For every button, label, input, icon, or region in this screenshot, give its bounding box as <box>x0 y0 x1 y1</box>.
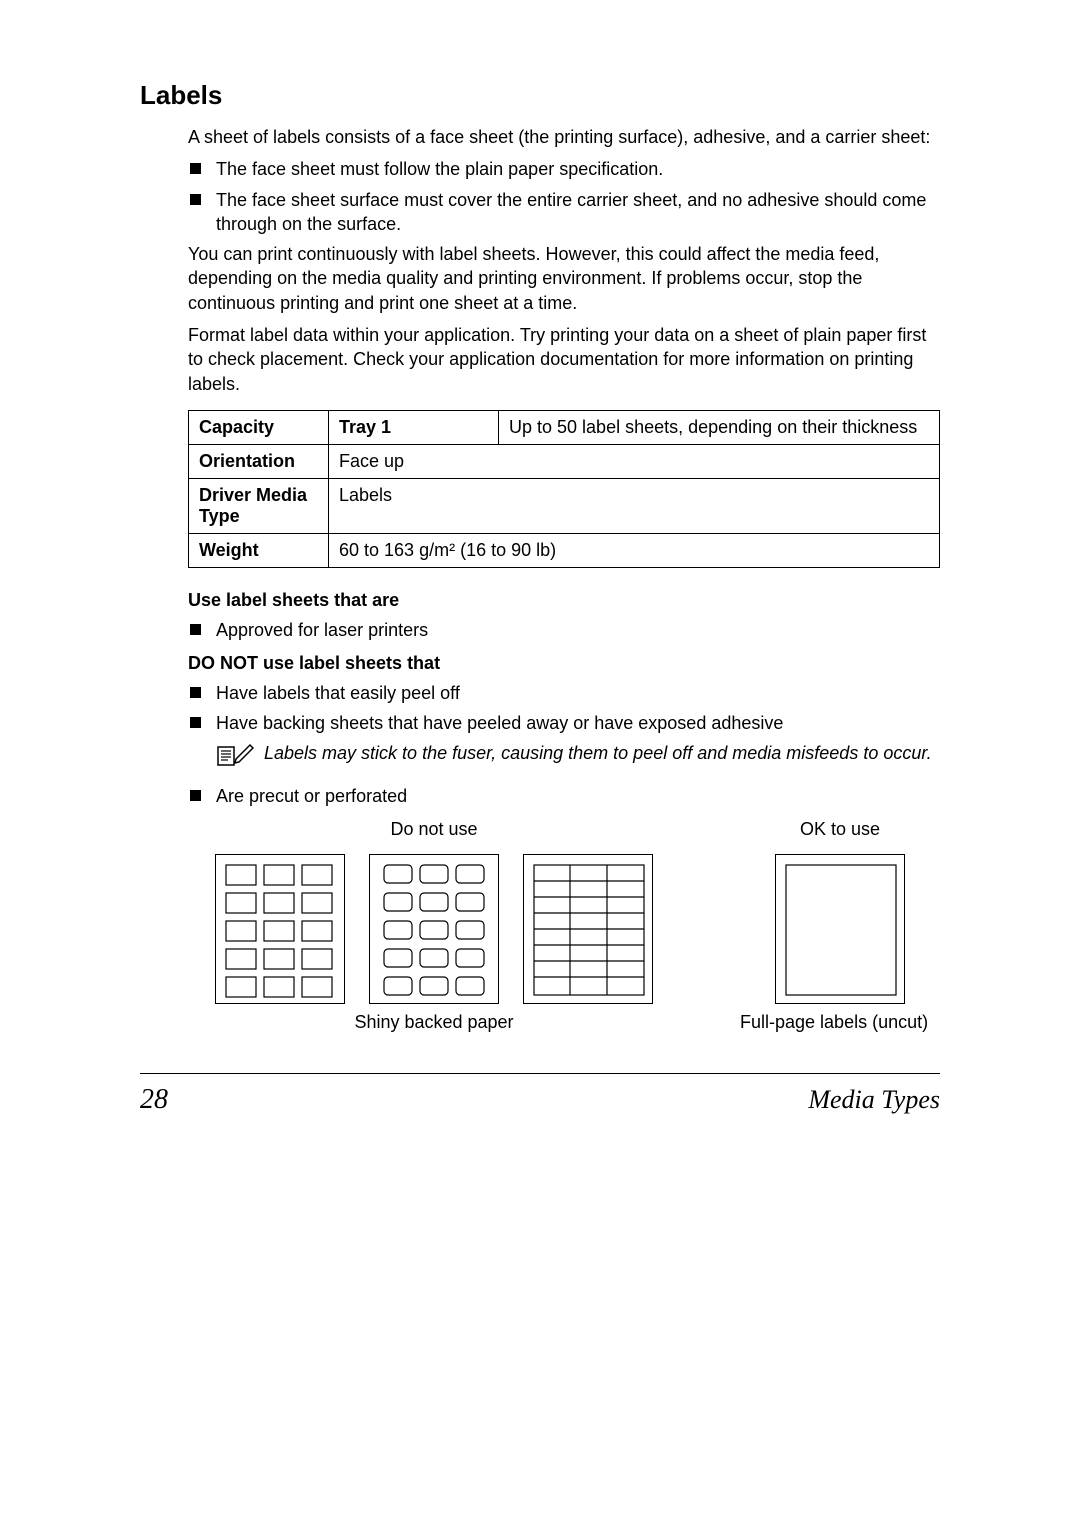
diagram-tight-grid <box>523 854 653 1004</box>
note-icon <box>216 743 254 774</box>
body-content: A sheet of labels consists of a face she… <box>188 125 940 1033</box>
table-row: Driver Media Type Labels <box>189 478 940 533</box>
diagram-area: Do not use <box>188 819 940 1033</box>
donotuse-diagrams <box>188 854 680 1004</box>
fullpage-label: Full-page labels (uncut) <box>740 1012 940 1033</box>
spec-table: Capacity Tray 1 Up to 50 label sheets, d… <box>188 410 940 568</box>
ok-group: OK to use Full-page labels (uncut) <box>740 819 940 1033</box>
list-item: Approved for laser printers <box>188 618 940 642</box>
intro-bullet-list: The face sheet must follow the plain pap… <box>188 157 940 236</box>
paragraph: You can print continuously with label sh… <box>188 242 940 315</box>
table-row: Orientation Face up <box>189 444 940 478</box>
cell-driver-label: Driver Media Type <box>189 478 329 533</box>
footer-section: Media Types <box>808 1085 940 1115</box>
cell-orientation-value: Face up <box>329 444 940 478</box>
paragraph: Format label data within your applicatio… <box>188 323 940 396</box>
donotuse-label: Do not use <box>188 819 680 840</box>
shiny-label: Shiny backed paper <box>188 1012 680 1033</box>
cell-capacity-value: Up to 50 label sheets, depending on thei… <box>499 410 940 444</box>
diagram-fullpage <box>775 854 905 1004</box>
list-item: Have labels that easily peel off <box>188 681 940 705</box>
donot-bullet-list-2: Are precut or perforated <box>188 784 940 808</box>
use-subhead: Use label sheets that are <box>188 588 940 612</box>
cell-weight-label: Weight <box>189 533 329 567</box>
diagram-rounded <box>369 854 499 1004</box>
ok-diagrams <box>740 854 940 1004</box>
footer-rule <box>140 1073 940 1074</box>
donot-subhead: DO NOT use label sheets that <box>188 651 940 675</box>
cell-tray-label: Tray 1 <box>329 410 499 444</box>
cell-driver-value: Labels <box>329 478 940 533</box>
section-heading: Labels <box>140 80 940 111</box>
list-item: The face sheet must follow the plain pap… <box>188 157 940 181</box>
page-footer: 28 Media Types <box>140 1084 940 1116</box>
intro-paragraph: A sheet of labels consists of a face she… <box>188 125 940 149</box>
donot-bullet-list: Have labels that easily peel off Have ba… <box>188 681 940 736</box>
note-block: Labels may stick to the fuser, causing t… <box>216 741 940 774</box>
page-number: 28 <box>140 1084 168 1116</box>
diagram-grid-gap <box>215 854 345 1004</box>
list-item: Have backing sheets that have peeled awa… <box>188 711 940 735</box>
note-text: Labels may stick to the fuser, causing t… <box>264 741 932 765</box>
list-item: Are precut or perforated <box>188 784 940 808</box>
cell-weight-value: 60 to 163 g/m² (16 to 90 lb) <box>329 533 940 567</box>
cell-orientation-label: Orientation <box>189 444 329 478</box>
table-row: Weight 60 to 163 g/m² (16 to 90 lb) <box>189 533 940 567</box>
cell-capacity-label: Capacity <box>189 410 329 444</box>
list-item: The face sheet surface must cover the en… <box>188 188 940 237</box>
donotuse-group: Do not use <box>188 819 680 1033</box>
table-row: Capacity Tray 1 Up to 50 label sheets, d… <box>189 410 940 444</box>
ok-label: OK to use <box>740 819 940 840</box>
use-bullet-list: Approved for laser printers <box>188 618 940 642</box>
